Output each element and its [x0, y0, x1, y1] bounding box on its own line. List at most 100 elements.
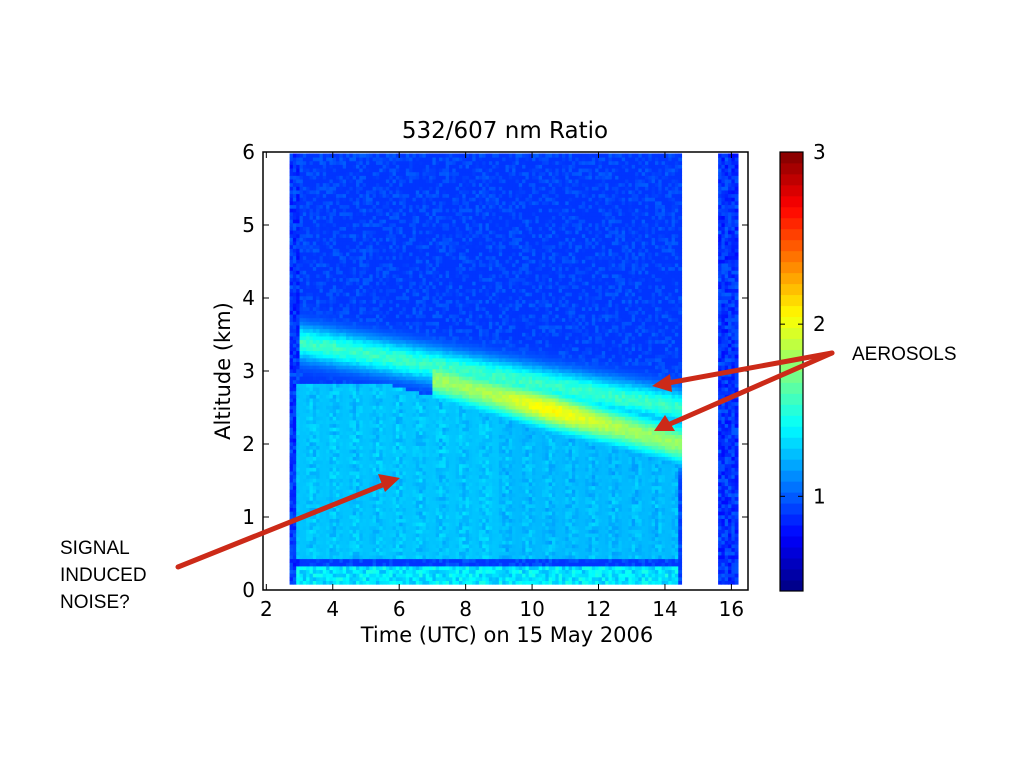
heatmap-cell [362, 317, 367, 322]
heatmap-cell [365, 412, 370, 417]
heatmap-cell [312, 277, 317, 282]
heatmap-cell [346, 518, 350, 523]
heatmap-cell [422, 463, 427, 468]
heatmap-cell [395, 303, 400, 308]
heatmap-cell [352, 544, 357, 549]
heatmap-cell [419, 262, 423, 268]
heatmap-cell [346, 197, 350, 202]
heatmap-cell [326, 416, 330, 421]
heatmap-cell [419, 503, 423, 509]
heatmap-cell [402, 215, 407, 220]
heatmap-cell [329, 522, 334, 527]
heatmap-cell [349, 478, 354, 483]
heatmap-cell [379, 379, 384, 384]
heatmap-cell [329, 346, 334, 352]
heatmap-cell [356, 372, 360, 377]
heatmap-cell [332, 522, 337, 527]
heatmap-cell [402, 562, 407, 567]
heatmap-cell [359, 339, 364, 344]
heatmap-cell [409, 525, 413, 530]
heatmap-cell [375, 252, 380, 257]
heatmap-cell [425, 186, 430, 191]
heatmap-cell [329, 321, 334, 326]
heatmap-cell [419, 438, 423, 443]
heatmap-cell [425, 471, 430, 476]
heatmap-cell [309, 310, 314, 315]
heatmap-cell [415, 325, 420, 330]
heatmap-cell [372, 200, 377, 206]
heatmap-cell [425, 237, 430, 242]
heatmap-cell [365, 365, 370, 370]
heatmap-cell [359, 547, 364, 552]
heatmap-cell [405, 416, 410, 421]
heatmap-cell [409, 354, 413, 359]
heatmap-cell [385, 376, 390, 381]
heatmap-cell [369, 507, 374, 512]
heatmap-cell [359, 558, 364, 563]
heatmap-cell [332, 481, 337, 487]
heatmap-cell [342, 193, 347, 198]
heatmap-cell [392, 164, 397, 169]
heatmap-cell [372, 460, 377, 465]
heatmap-cell [389, 197, 394, 202]
heatmap-cell [299, 518, 304, 523]
heatmap-cell [425, 244, 430, 249]
heatmap-cell [339, 317, 344, 322]
heatmap-cell [342, 441, 347, 446]
heatmap-cell [399, 441, 404, 446]
heatmap-cell [375, 332, 380, 337]
heatmap-cell [412, 262, 417, 268]
heatmap-cell [412, 496, 417, 501]
heatmap-cell [319, 361, 324, 366]
heatmap-cell [309, 317, 314, 322]
heatmap-cell [339, 226, 344, 231]
heatmap-cell [292, 460, 297, 465]
heatmap-cell [319, 200, 324, 206]
heatmap-cell [429, 503, 433, 509]
heatmap-cell [405, 197, 410, 202]
heatmap-cell [399, 401, 404, 406]
heatmap-cell [296, 175, 301, 180]
heatmap-cell [409, 157, 413, 162]
heatmap-cell [356, 332, 360, 337]
heatmap-cell [346, 565, 350, 571]
heatmap-cell [375, 346, 380, 352]
heatmap-cell [349, 368, 354, 373]
heatmap-cell [309, 394, 314, 399]
heatmap-cell [369, 558, 374, 563]
heatmap-cell [425, 419, 430, 425]
heatmap-cell [399, 398, 404, 403]
heatmap-cell [385, 186, 390, 191]
heatmap-cell [379, 292, 384, 297]
heatmap-cell [349, 485, 354, 490]
heatmap-cell [395, 277, 400, 282]
heatmap-cell [395, 189, 400, 195]
heatmap-cell [336, 273, 340, 279]
heatmap-cell [299, 365, 304, 370]
heatmap-cell [302, 489, 307, 494]
heatmap-cell [289, 533, 294, 538]
heatmap-cell [326, 551, 330, 556]
heatmap-cell [399, 314, 404, 319]
heatmap-cell [316, 383, 320, 388]
heatmap-cell [329, 332, 334, 337]
heatmap-cell [332, 255, 337, 260]
heatmap-cell [339, 303, 344, 308]
heatmap-cell [422, 456, 427, 461]
heatmap-cell [349, 306, 354, 311]
heatmap-cell [395, 314, 400, 319]
heatmap-cell [379, 547, 384, 552]
heatmap-cell [336, 562, 340, 567]
heatmap-cell [369, 325, 374, 330]
heatmap-cell [326, 288, 330, 293]
heatmap-cell [365, 544, 370, 549]
heatmap-cell [422, 379, 427, 384]
heatmap-cell [306, 186, 310, 191]
heatmap-cell [349, 160, 354, 165]
heatmap-cell [292, 412, 297, 417]
heatmap-cell [385, 266, 390, 271]
heatmap-cell [299, 376, 304, 381]
heatmap-cell [415, 529, 420, 534]
heatmap-cell [326, 237, 330, 242]
heatmap-cell [425, 383, 430, 388]
